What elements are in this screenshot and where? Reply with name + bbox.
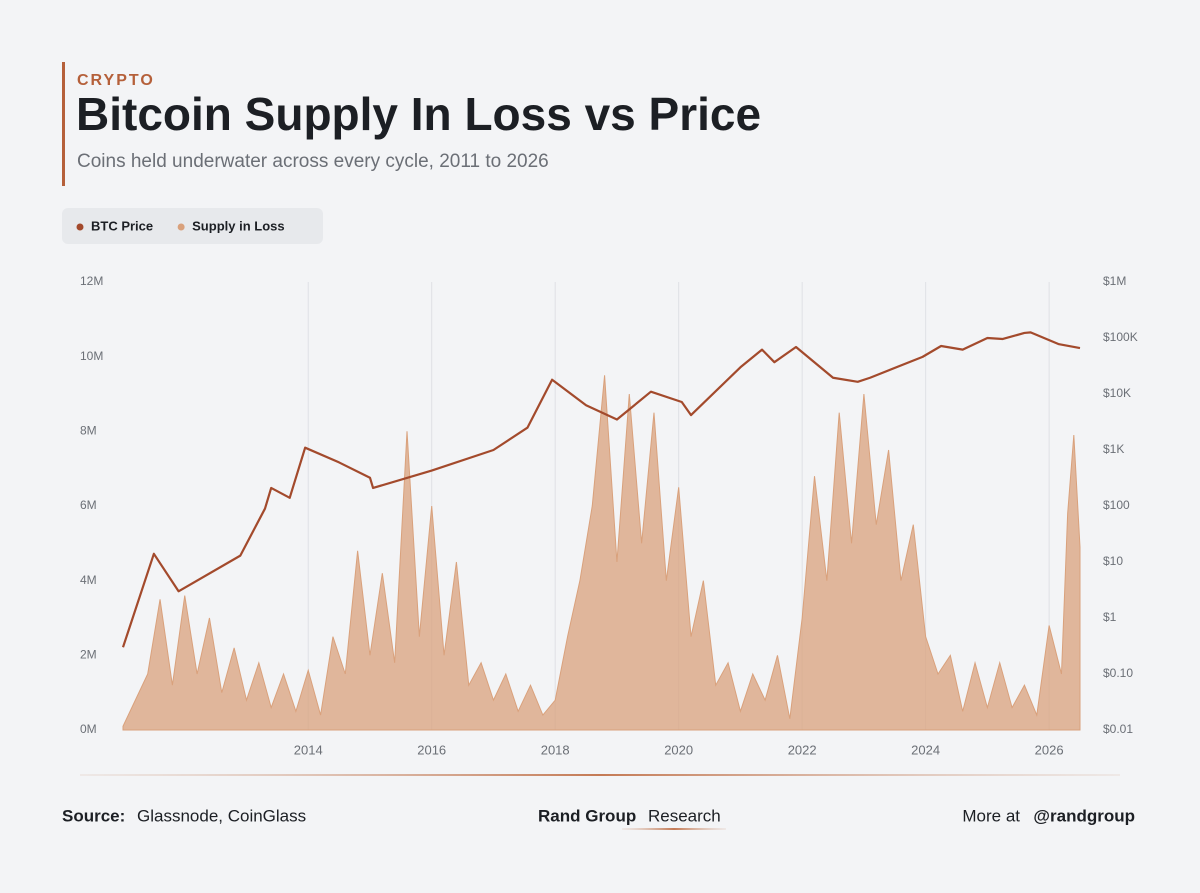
x-tick-label: 2026 (1035, 742, 1064, 757)
brand-suffix: Research (648, 806, 721, 825)
x-tick-label: 2020 (664, 742, 693, 757)
y2-tick-label: $10K (1103, 386, 1131, 400)
x-tick-label: 2024 (911, 742, 940, 757)
chart-title: Bitcoin Supply In Loss vs Price (76, 88, 761, 140)
source: Glassnode, CoinGlass (137, 806, 306, 825)
brand: Rand Group (538, 806, 636, 825)
y2-tick-label: $1K (1103, 442, 1124, 456)
x-tick-label: 2014 (294, 742, 323, 757)
legend-label: Supply in Loss (192, 218, 284, 233)
y-tick-label: 4M (80, 573, 97, 587)
eyebrow: CRYPTO (77, 72, 155, 89)
y2-tick-label: $100 (1103, 498, 1130, 512)
y2-tick-label: $0.10 (1103, 666, 1133, 680)
y2-tick-label: $1 (1103, 610, 1117, 624)
price-line (121, 331, 1081, 648)
legend-label: BTC Price (91, 218, 153, 233)
brand-underline (622, 828, 726, 830)
supply-area (122, 375, 1081, 731)
y2-tick-label: $10 (1103, 554, 1123, 568)
y2-tick-label: $0.01 (1103, 722, 1133, 736)
plot: 2014 2016 2018 2020 2022 2024 2026 0M 2M 4M 6M 8M 10… (80, 274, 1138, 757)
divider (80, 774, 1120, 776)
y-tick-label: 10M (80, 349, 103, 363)
accent-bar (62, 62, 65, 186)
y-tick-label: 0M (80, 722, 97, 736)
y-tick-label: 6M (80, 498, 97, 512)
y2-tick-label: $1M (1103, 274, 1126, 288)
chart-subtitle: Coins held underwater across every cycle… (77, 151, 549, 172)
y-tick-label: 12M (80, 274, 103, 288)
legend-box (62, 208, 323, 244)
x-tick-label: 2016 (417, 742, 446, 757)
y-tick-label: 8M (80, 424, 97, 438)
x-tick-label: 2022 (788, 742, 817, 757)
legend: BTC Price Supply in Loss (76, 218, 285, 233)
y-tick-label: 2M (80, 648, 97, 662)
legend-swatch (76, 223, 84, 231)
x-tick-label: 2018 (541, 742, 570, 757)
handle: @randgroup (1033, 806, 1135, 825)
source-label: Source: (62, 806, 125, 825)
more-label: More at (962, 806, 1020, 825)
legend-swatch (177, 223, 185, 231)
y2-tick-label: $100K (1103, 330, 1138, 344)
